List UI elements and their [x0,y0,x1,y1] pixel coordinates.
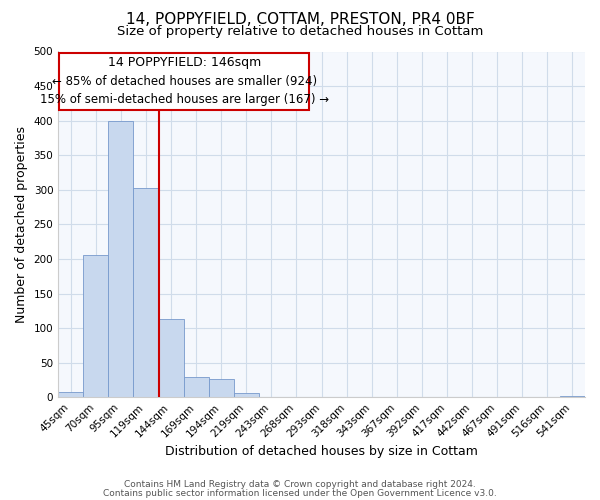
Text: Contains HM Land Registry data © Crown copyright and database right 2024.: Contains HM Land Registry data © Crown c… [124,480,476,489]
Text: 15% of semi-detached houses are larger (167) →: 15% of semi-detached houses are larger (… [40,92,329,106]
Text: 14 POPPYFIELD: 146sqm: 14 POPPYFIELD: 146sqm [107,56,261,70]
Bar [109,120,133,397]
Bar [83,256,109,397]
X-axis label: Distribution of detached houses by size in Cottam: Distribution of detached houses by size … [165,444,478,458]
Text: ← 85% of detached houses are smaller (924): ← 85% of detached houses are smaller (92… [52,76,317,88]
Bar [209,379,234,397]
Bar [234,393,259,397]
Bar [158,319,184,397]
Bar [58,392,83,397]
Text: 14, POPPYFIELD, COTTAM, PRESTON, PR4 0BF: 14, POPPYFIELD, COTTAM, PRESTON, PR4 0BF [125,12,475,28]
Bar [184,377,209,397]
Bar [133,188,158,397]
Text: Contains public sector information licensed under the Open Government Licence v3: Contains public sector information licen… [103,488,497,498]
FancyBboxPatch shape [59,53,309,110]
Y-axis label: Number of detached properties: Number of detached properties [15,126,28,323]
Bar [560,396,585,397]
Text: Size of property relative to detached houses in Cottam: Size of property relative to detached ho… [117,25,483,38]
